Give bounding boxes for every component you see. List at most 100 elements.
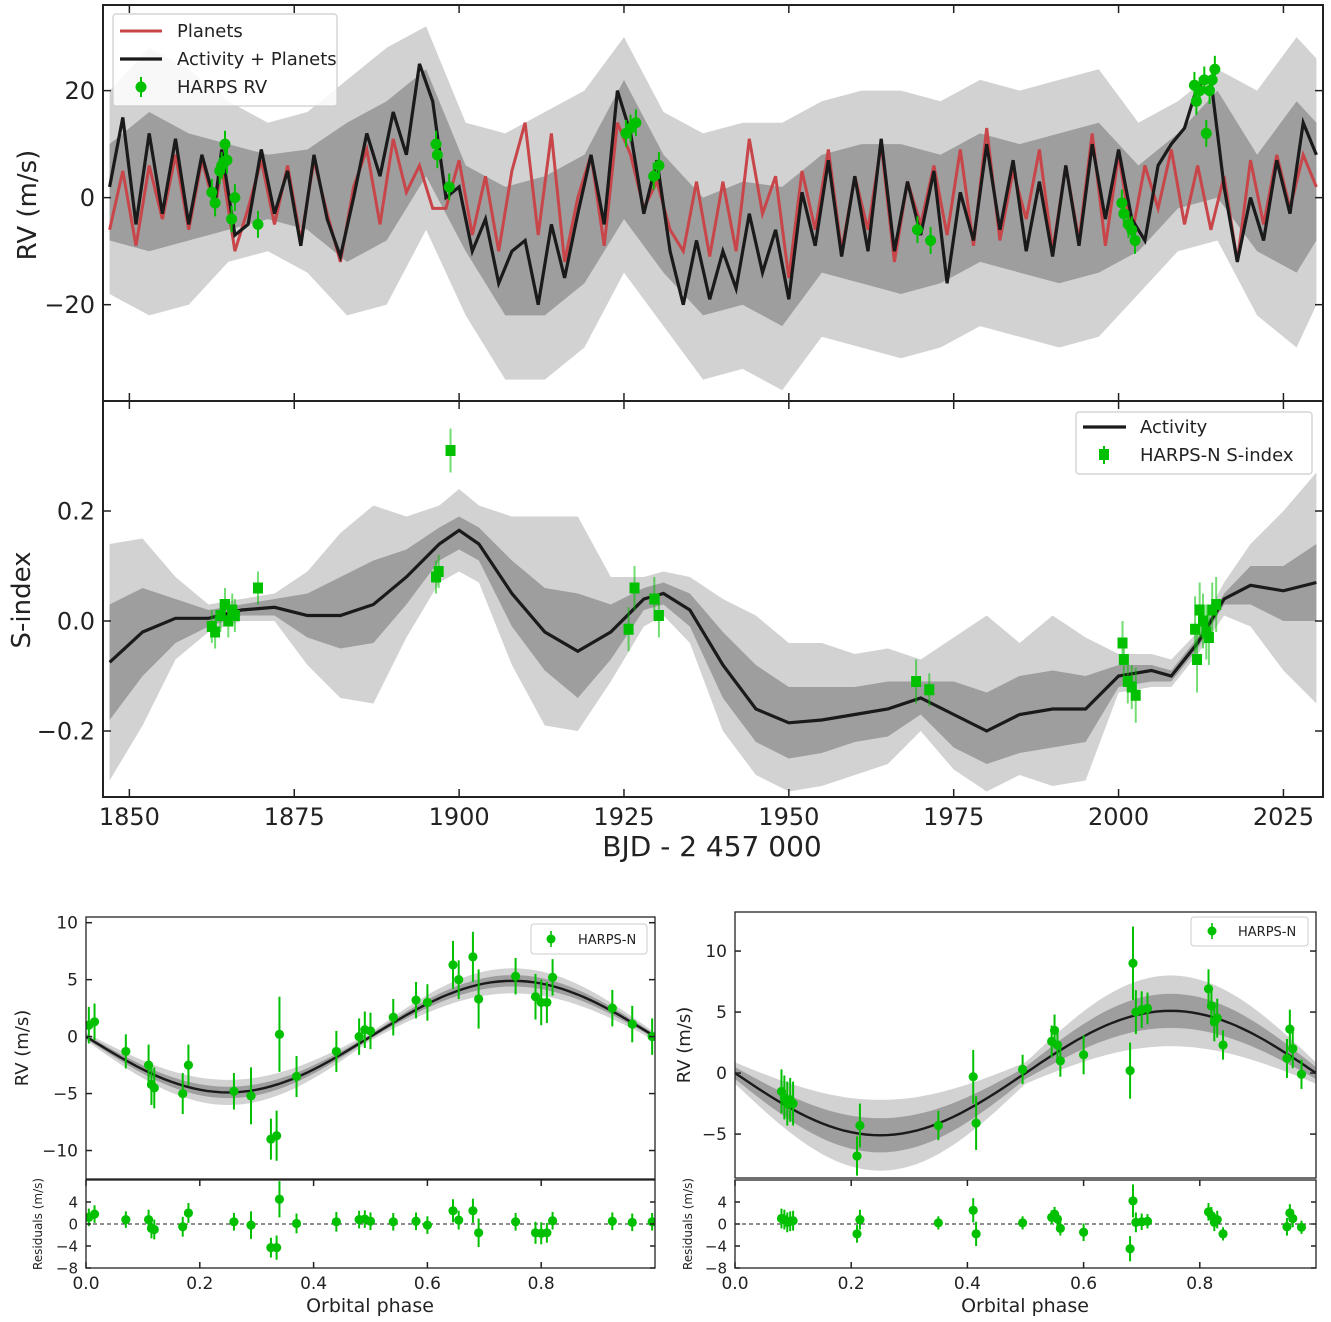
sindex-point	[1197, 615, 1208, 627]
sindex-point	[210, 626, 221, 638]
residual-point	[246, 1220, 256, 1230]
phase-right-legend-label: HARPS-N	[1238, 925, 1296, 940]
phase-point	[1218, 1040, 1228, 1050]
phase-point	[607, 1003, 617, 1013]
residual-point	[121, 1215, 131, 1225]
residual-point	[468, 1206, 478, 1216]
rv-point	[431, 149, 443, 161]
y-tick-label: 0.0	[57, 607, 95, 635]
residual-point	[510, 1217, 521, 1227]
residual-point	[1125, 1244, 1135, 1254]
y-tick-label: 4	[717, 1193, 727, 1211]
sindex-point	[623, 623, 634, 635]
x-tick-label: 0.0	[721, 1274, 748, 1294]
y-tick-label: 0	[68, 1215, 78, 1233]
sindex-point	[445, 445, 456, 456]
activity-planets-curve	[108, 63, 1318, 306]
x-tick-label: 1925	[593, 803, 654, 831]
rv-point	[648, 170, 660, 182]
phase-point	[510, 971, 521, 981]
phase-right-y-axis-label: RV (m/s)	[674, 1007, 695, 1084]
phase-right-axes-frame	[734, 911, 1317, 1179]
x-tick-label: 0.2	[838, 1274, 865, 1294]
phase-point	[178, 1088, 188, 1099]
residual-point	[1296, 1222, 1307, 1232]
phase-point	[855, 1120, 865, 1131]
y-tick-label: 10	[56, 914, 78, 934]
phase-right-y-ticks: −5 0 5 10	[702, 942, 1316, 1145]
residual-point	[607, 1216, 617, 1226]
sindex-point	[223, 615, 234, 627]
sindex-point	[1194, 604, 1205, 616]
rv-y-ticks: −20 0 20	[44, 77, 1323, 319]
sindex-point	[215, 610, 226, 621]
phase-point	[788, 1098, 798, 1109]
residual-point	[1142, 1216, 1153, 1226]
residual-point	[1218, 1229, 1228, 1239]
x-tick-label: 0.6	[1070, 1274, 1097, 1294]
phase-left-residuals-y-label: Residuals (m/s)	[31, 1178, 45, 1270]
phase-left-legend-marker	[546, 934, 556, 944]
phase-point	[183, 1060, 194, 1070]
x-tick-label: 0.6	[414, 1274, 441, 1294]
y-tick-label: −10	[42, 1141, 78, 1161]
rv-point	[1206, 74, 1218, 86]
rv-point	[1200, 127, 1212, 139]
legend-activity-label: Activity	[1140, 417, 1208, 438]
rv-point	[1129, 234, 1141, 246]
phase-point	[89, 1017, 100, 1027]
phase-point	[229, 1086, 239, 1096]
residual-point	[229, 1217, 239, 1227]
sindex-point	[229, 610, 240, 621]
phase-left-legend: HARPS-N	[530, 923, 648, 955]
phase-left-residual-y-ticks: −8 −4 0 4	[56, 1193, 655, 1277]
rv-point	[630, 117, 642, 129]
residual-point	[1288, 1213, 1298, 1224]
phase-right-x-axis-label: Orbital phase	[961, 1295, 1089, 1317]
sindex-point	[653, 610, 664, 621]
residual-point	[1282, 1222, 1292, 1232]
phase-point	[1125, 1066, 1135, 1076]
sindex-legend: Activity HARPS-N S-index	[1075, 411, 1313, 475]
sindex-point	[433, 566, 444, 577]
y-tick-label: −0.2	[37, 717, 95, 745]
residual-point	[1017, 1218, 1028, 1228]
sindex-point	[649, 593, 660, 605]
y-tick-label: −8	[705, 1259, 727, 1277]
x-tick-label: 1975	[923, 803, 984, 831]
y-tick-label: 0	[717, 1215, 727, 1233]
sindex-point	[1211, 599, 1222, 610]
phase-point	[1055, 1056, 1065, 1066]
residual-point	[1212, 1215, 1222, 1225]
x-tick-label: 1850	[99, 803, 160, 831]
phase-right-residual-points	[776, 1184, 1307, 1262]
phase-left-y-axis-label: RV (m/s)	[12, 1010, 33, 1087]
rv-time-panel: −20 0 20 RV (m/s) Planets Activity + Plane…	[13, 4, 1324, 402]
rv-point	[1194, 85, 1206, 97]
phase-right-x-ticks: 0.0 0.2 0.4 0.6 0.8	[721, 1180, 1213, 1294]
rv-point	[925, 234, 937, 246]
sindex-point	[220, 599, 230, 610]
rv-band-inner	[109, 69, 1317, 327]
y-tick-label: 10	[705, 942, 727, 962]
residual-point	[448, 1206, 458, 1216]
phase-left-panel: −10 −5 0 5 10 RV (m/s) HARPS-N −8 −4 0 4 0.0 0.2…	[12, 914, 656, 1317]
y-tick-label: 0	[716, 1064, 727, 1084]
phase-point	[1079, 1050, 1089, 1060]
phase-right-residuals-y-label: Residuals (m/s)	[681, 1178, 695, 1270]
phase-point	[468, 952, 478, 962]
rv-points	[206, 55, 1221, 254]
y-tick-label: 5	[67, 971, 78, 991]
phase-point	[274, 1029, 285, 1039]
residual-point	[388, 1217, 398, 1227]
phase-point	[852, 1151, 862, 1161]
phase-point	[365, 1026, 376, 1036]
y-tick-label: 0	[80, 184, 95, 212]
residual-point	[454, 1215, 464, 1225]
sindex-point	[629, 582, 640, 594]
residual-point	[855, 1215, 865, 1225]
phase-point	[411, 995, 421, 1005]
residual-point	[1055, 1223, 1065, 1233]
sindex-point	[924, 684, 935, 696]
legend-sindex-marker	[1099, 449, 1109, 460]
